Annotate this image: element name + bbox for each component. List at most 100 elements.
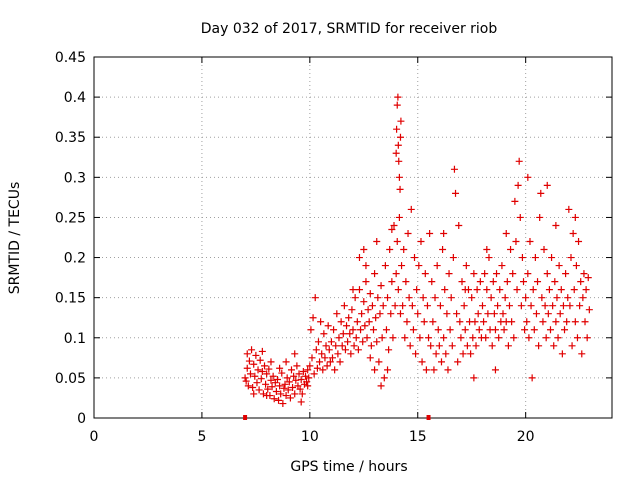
- data-point: [308, 354, 316, 362]
- data-point: [326, 358, 334, 366]
- data-point: [265, 365, 273, 373]
- y-tick-label: 0.3: [64, 170, 86, 186]
- data-point: [262, 380, 270, 388]
- baseline-mark: [243, 415, 248, 420]
- data-point: [510, 334, 518, 342]
- data-point: [582, 286, 590, 294]
- data-point: [324, 322, 332, 330]
- data-point: [268, 383, 276, 391]
- data-point: [305, 374, 313, 382]
- data-point: [460, 302, 468, 310]
- data-point: [455, 221, 463, 229]
- data-point: [389, 334, 397, 342]
- data-point: [461, 326, 469, 334]
- axis-ticks: 0 5 10 15 20 0 0.05 0.1 0.15 0.2 0.25 0.3 0.35 0.4 0.4…: [55, 50, 612, 445]
- x-tick-label: 10: [301, 429, 319, 445]
- data-point: [311, 294, 319, 302]
- data-point: [354, 346, 362, 354]
- data-point: [529, 286, 537, 294]
- data-point: [309, 314, 317, 322]
- data-point: [556, 310, 564, 318]
- data-point: [552, 221, 560, 229]
- y-tick-label: 0: [77, 411, 86, 427]
- data-point: [330, 326, 338, 334]
- data-point: [407, 205, 415, 213]
- data-point: [337, 318, 345, 326]
- data-point: [367, 342, 375, 350]
- data-point: [523, 318, 531, 326]
- data-point: [314, 338, 322, 346]
- data-point: [361, 322, 369, 330]
- data-point: [363, 334, 371, 342]
- data-point: [559, 302, 567, 310]
- data-point: [461, 286, 469, 294]
- data-point: [435, 342, 443, 350]
- data-point: [372, 314, 380, 322]
- data-point: [377, 282, 385, 290]
- data-point: [349, 286, 357, 294]
- data-point: [430, 366, 438, 374]
- data-point: [457, 334, 465, 342]
- data-point: [483, 286, 491, 294]
- data-point: [396, 185, 404, 193]
- data-point: [241, 374, 249, 382]
- data-point: [376, 310, 384, 318]
- data-point: [248, 346, 256, 354]
- data-point: [375, 358, 383, 366]
- data-point: [242, 377, 250, 385]
- data-point: [418, 358, 426, 366]
- data-point: [428, 278, 436, 286]
- data-point: [479, 302, 486, 310]
- data-point: [297, 375, 305, 383]
- data-point: [404, 229, 412, 237]
- data-point: [437, 358, 445, 366]
- data-point: [395, 173, 403, 181]
- data-point: [516, 213, 524, 221]
- data-point: [395, 213, 403, 221]
- data-point: [585, 306, 593, 314]
- data-point: [408, 302, 416, 310]
- data-point: [419, 294, 427, 302]
- data-point: [388, 278, 396, 286]
- y-tick-label: 0.4: [64, 90, 86, 106]
- data-point: [425, 334, 433, 342]
- data-point: [269, 372, 277, 380]
- data-point: [550, 342, 558, 350]
- x-tick-label: 5: [197, 429, 206, 445]
- data-point: [245, 357, 253, 365]
- data-point: [555, 262, 563, 270]
- data-point: [290, 372, 298, 380]
- data-point: [396, 133, 404, 141]
- x-tick-label: 20: [517, 429, 535, 445]
- data-point: [385, 346, 393, 354]
- data-point: [382, 326, 390, 334]
- data-point: [571, 213, 579, 221]
- data-point: [362, 262, 370, 270]
- data-point: [291, 390, 299, 398]
- data-point: [405, 294, 413, 302]
- data-point: [381, 262, 389, 270]
- data-point: [458, 278, 466, 286]
- data-point: [250, 390, 258, 398]
- data-point: [400, 246, 408, 254]
- data-point: [373, 338, 381, 346]
- data-point: [527, 302, 535, 310]
- data-point: [439, 246, 447, 254]
- data-point: [403, 318, 411, 326]
- data-point: [345, 314, 353, 322]
- data-point: [322, 342, 330, 350]
- data-point: [371, 270, 379, 278]
- data-point: [570, 286, 578, 294]
- y-tick-label: 0.1: [64, 331, 86, 347]
- data-point: [246, 370, 254, 378]
- data-point: [394, 93, 402, 101]
- data-point: [384, 294, 392, 302]
- y-tick-label: 0.15: [55, 291, 86, 307]
- data-point: [422, 366, 430, 374]
- data-point: [579, 294, 587, 302]
- data-point: [470, 374, 478, 382]
- data-point: [472, 342, 480, 350]
- plot-frame: [93, 56, 613, 419]
- data-point: [476, 278, 484, 286]
